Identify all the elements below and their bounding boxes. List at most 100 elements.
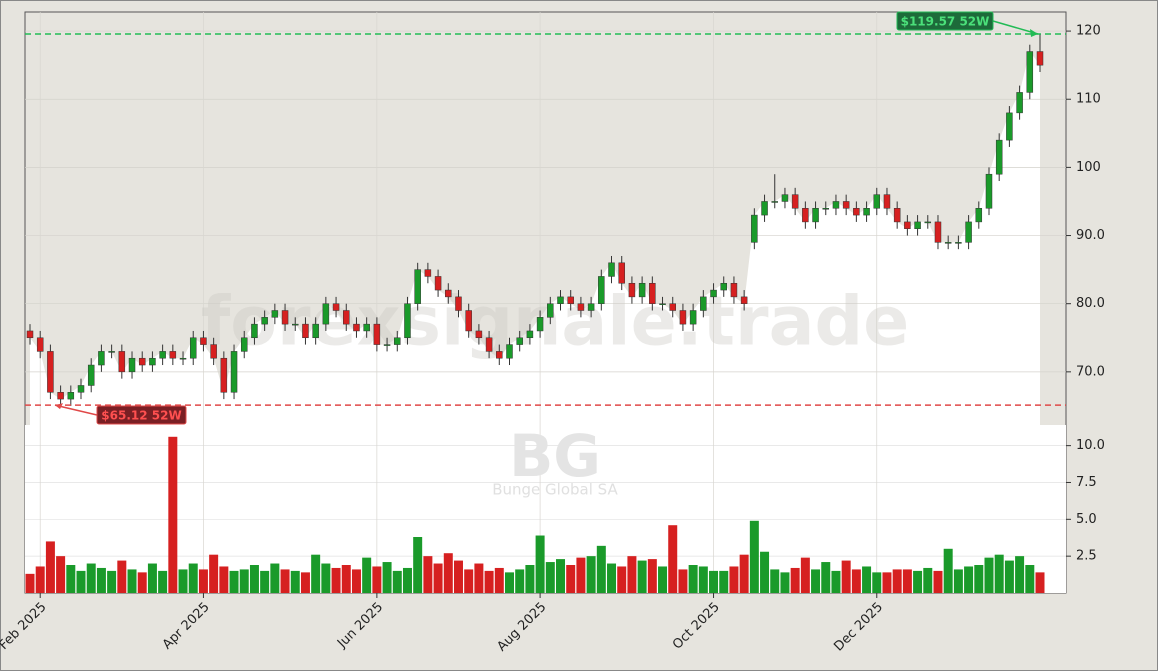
candle-body — [944, 242, 952, 244]
candle-body — [404, 303, 411, 339]
volume-bar — [341, 565, 351, 593]
annotation-box — [896, 11, 994, 31]
volume-bar — [382, 562, 392, 593]
volume-bar — [280, 569, 290, 593]
volume-bar — [504, 572, 514, 593]
volume-bar — [229, 570, 239, 593]
volume-bar — [300, 572, 310, 593]
volume-bar — [647, 559, 657, 593]
candle-body — [791, 194, 799, 209]
y-tick-label: 110 — [1076, 92, 1101, 107]
candle-body — [577, 303, 585, 311]
candle-body — [302, 323, 309, 339]
volume-bar — [566, 565, 576, 593]
volume-bar — [607, 563, 617, 593]
volume-bar — [851, 569, 861, 593]
volume-bar — [617, 566, 627, 593]
candle-body — [536, 317, 544, 332]
candle-body — [812, 208, 819, 223]
volume-bar — [780, 572, 790, 593]
candle-body — [189, 337, 197, 359]
volume-bar — [372, 566, 382, 593]
candle-body — [77, 385, 85, 393]
candle-body — [904, 221, 911, 229]
arrow — [54, 404, 98, 416]
candle-body — [57, 392, 64, 400]
volume-bar — [749, 520, 759, 593]
candle-body — [200, 337, 207, 345]
candle-body — [526, 330, 534, 339]
candle-body — [659, 303, 666, 305]
candle-body — [924, 221, 932, 224]
candle-body — [863, 208, 870, 216]
volume-bar — [770, 569, 780, 593]
candle-body — [1026, 51, 1034, 93]
candle-body — [434, 276, 442, 291]
annotation-box — [96, 405, 187, 425]
volume-bar — [545, 562, 555, 593]
volume-bar — [953, 569, 963, 593]
volume-bar — [913, 570, 923, 593]
candle-body — [485, 337, 493, 352]
y-tick-label: 80.0 — [1076, 296, 1105, 311]
volume-bar — [872, 572, 882, 593]
volume-bar — [76, 570, 86, 593]
volume-bar — [800, 557, 810, 593]
volume-bar — [1035, 572, 1045, 593]
volume-bar — [423, 556, 433, 593]
candle-body — [496, 351, 503, 359]
y-tick-label: 10.0 — [1076, 438, 1105, 453]
volume-bar — [515, 569, 525, 593]
candle-body — [781, 194, 789, 202]
candle-body — [179, 357, 187, 360]
candle-body — [587, 303, 595, 311]
volume-bar — [525, 565, 535, 593]
volume-bar — [311, 554, 321, 593]
candle-body — [36, 337, 44, 352]
volume-bar — [351, 569, 361, 593]
volume-bar — [831, 570, 841, 593]
candle-body — [985, 173, 993, 209]
volume-bar — [107, 570, 117, 593]
candle-body — [271, 310, 279, 318]
candle-body — [628, 282, 636, 298]
volume-bar — [453, 560, 463, 593]
candle-body — [832, 201, 840, 209]
candle-body — [149, 357, 156, 366]
volume-bar — [739, 554, 749, 593]
candle-body — [292, 323, 299, 326]
volume-bar — [494, 567, 504, 593]
candle-body — [424, 269, 432, 277]
volume-bar — [209, 554, 219, 593]
volume-bar — [474, 563, 484, 593]
volume-bar — [402, 567, 412, 593]
candle-body — [26, 330, 34, 339]
volume-bar — [586, 556, 596, 593]
candle-body — [1006, 112, 1013, 141]
candle-body — [608, 262, 615, 277]
candle-body — [169, 351, 177, 359]
candle-body — [516, 337, 523, 345]
candle-body — [108, 351, 115, 353]
volume-bar — [1015, 556, 1025, 593]
volume-bar — [556, 559, 566, 593]
watermark: forexsignale.trade — [201, 283, 910, 362]
candle-body — [802, 208, 809, 223]
arrow-head — [1030, 29, 1038, 38]
candle-body — [281, 310, 289, 325]
volume-bar — [35, 566, 45, 593]
volume-bar — [933, 570, 943, 593]
volume-bar — [688, 565, 698, 593]
candle-body — [771, 201, 778, 203]
candle-body — [567, 296, 574, 304]
arrow-head — [55, 403, 63, 410]
volume-bar — [392, 570, 402, 593]
volume-bar — [198, 569, 208, 593]
y-tick-label: 70.0 — [1076, 364, 1105, 379]
candle-body — [700, 296, 707, 311]
candle-body — [210, 344, 217, 359]
volume-bar — [484, 570, 494, 593]
candle-body — [710, 289, 717, 298]
volume-bar — [576, 557, 586, 593]
